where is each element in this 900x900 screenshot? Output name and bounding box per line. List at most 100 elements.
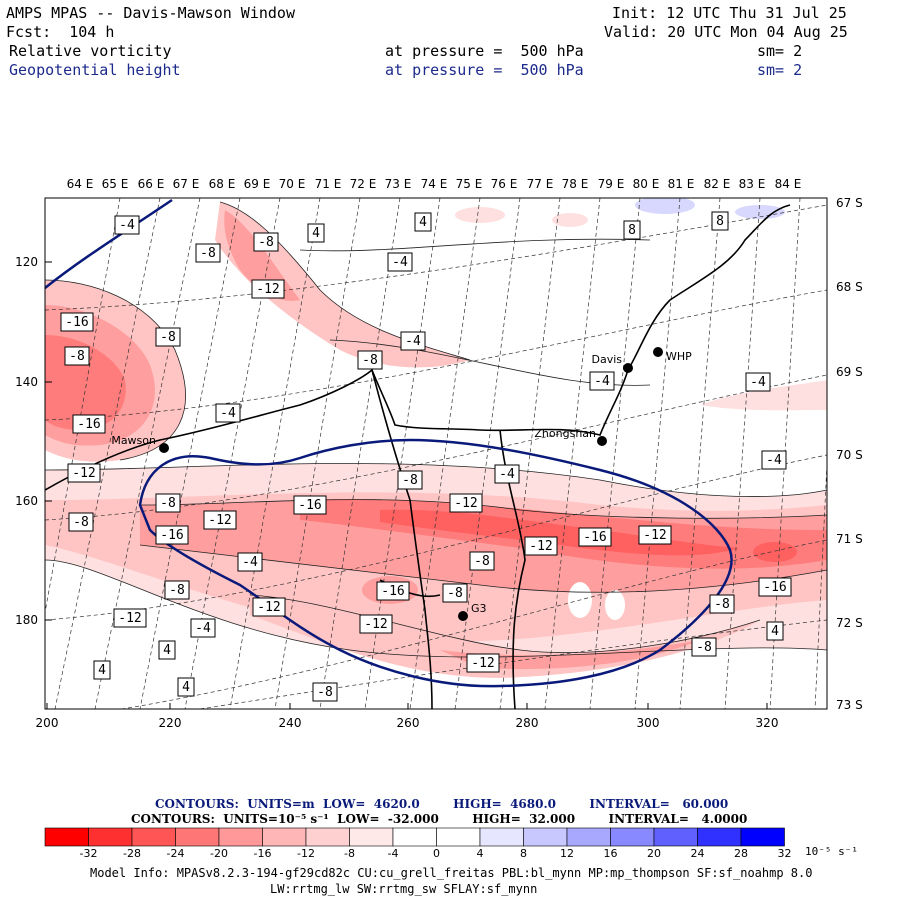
contour-label: -12 [454, 496, 477, 511]
contour-label-box [68, 512, 94, 532]
lon-label: 78 E [562, 177, 589, 191]
contour-label-box [215, 403, 241, 423]
axis-layer: 64 E 65 E 66 E 67 E 68 E 69 E 70 E 71 E 72 E 73 E… [15, 177, 863, 730]
x-axis-label: 320 [756, 716, 779, 730]
station-marker [653, 347, 663, 357]
contour-label-box [155, 493, 181, 513]
lon-label: 72 E [350, 177, 377, 191]
contour-label: 4 [163, 643, 171, 658]
contour-label-box [442, 583, 468, 603]
height-contour-info: CONTOURS: UNITS=m LOW= 4620.0 HIGH= 4680… [155, 797, 729, 811]
contour-label: -8 [362, 353, 378, 368]
station-layer: Mawson Davis WHP Zhongshan G3 [111, 347, 692, 621]
contour-label: -12 [256, 282, 279, 297]
forecast-hour: Fcst: 104 h [6, 23, 115, 41]
station-name: G3 [471, 602, 487, 615]
contour-label-box [357, 350, 383, 370]
lon-label: 66 E [138, 177, 165, 191]
contour-label-box [578, 527, 612, 547]
contour-label: -4 [392, 255, 408, 270]
contour-label: -16 [298, 498, 321, 513]
contour-label: -8 [258, 235, 274, 250]
map-frame [44, 197, 828, 710]
contour-label: 4 [312, 226, 320, 241]
x-axis-label: 200 [36, 716, 59, 730]
contour-label-box [387, 252, 413, 272]
init-time: Init: 12 UTC Thu 31 Jul 25 [612, 4, 847, 22]
x-axis-label: 220 [159, 716, 182, 730]
contour-label: -8 [160, 330, 176, 345]
contour-label: -16 [77, 417, 100, 432]
contour-label-box [114, 215, 140, 235]
contour-label: -4 [750, 375, 766, 390]
field2-name: Geopotential height [9, 61, 181, 79]
contour-label: -4 [119, 218, 135, 233]
height-contours [45, 198, 733, 688]
contour-label: 4 [771, 624, 779, 639]
contour-label-box [252, 597, 286, 617]
lon-label: 69 E [244, 177, 271, 191]
lat-label: 67 S [836, 196, 863, 210]
contour-label: 4 [419, 215, 427, 230]
station-name: Mawson [111, 434, 156, 447]
contour-label-box [376, 581, 410, 601]
contour-label-box [758, 577, 792, 597]
station-name: Davis [591, 353, 622, 366]
contour-label: -16 [381, 584, 404, 599]
contour-label-box [164, 580, 190, 600]
station-marker [597, 436, 607, 446]
field2-level: at pressure = 500 hPa [385, 61, 584, 79]
contour-label-box [711, 211, 729, 231]
contour-label: -16 [763, 580, 786, 595]
contour-label-box [766, 621, 784, 641]
contour-label-box [469, 551, 495, 571]
contour-label-box [397, 470, 423, 490]
contour-label: -12 [208, 513, 231, 528]
lon-label: 80 E [633, 177, 660, 191]
contour-label: -16 [583, 530, 606, 545]
contour-label: -4 [195, 621, 211, 636]
field2-smooth: sm= 2 [757, 61, 803, 79]
contour-label-box [400, 331, 426, 351]
lon-label: 76 E [491, 177, 518, 191]
contour-label-box [307, 223, 325, 243]
contour-label: -8 [200, 246, 216, 261]
contour-label-box [72, 414, 106, 434]
contour-label: -12 [72, 466, 95, 481]
contour-label: -12 [118, 611, 141, 626]
y-axis-label: 160 [15, 494, 38, 508]
contour-label: -8 [69, 349, 85, 364]
lat-label: 69 S [836, 365, 863, 379]
lon-label: 77 E [527, 177, 554, 191]
contour-label-box [60, 312, 94, 332]
station-marker [159, 443, 169, 453]
contour-label: -4 [405, 334, 421, 349]
contour-label-box [623, 220, 641, 240]
x-axis-label: 300 [637, 716, 660, 730]
contour-label-box [494, 464, 520, 484]
contour-label-box [93, 660, 111, 680]
contour-label: -4 [242, 555, 258, 570]
contour-label-box [237, 552, 263, 572]
vorticity-contour-info: CONTOURS: UNITS=10⁻⁵ s⁻¹ LOW= -32.000 HI… [131, 812, 748, 826]
y-axis-label: 180 [15, 613, 38, 627]
contour-label-box [745, 372, 771, 392]
contour-label-box [195, 243, 221, 263]
contour-label: -12 [257, 600, 280, 615]
contour-label: -8 [447, 586, 463, 601]
contour-label-box [449, 493, 483, 513]
colorbar-units: 10⁻⁵ s⁻¹ [805, 845, 858, 858]
contour-label-box [253, 232, 279, 252]
x-axis-label: 240 [279, 716, 302, 730]
contour-label: 4 [182, 680, 190, 695]
lon-label: 82 E [704, 177, 731, 191]
contour-label: -8 [160, 496, 176, 511]
field1-level: at pressure = 500 hPa [385, 42, 584, 60]
field1-name: Relative vorticity [9, 42, 172, 60]
contour-label: 4 [98, 663, 106, 678]
lat-label: 70 S [836, 448, 863, 462]
contour-label: -4 [499, 467, 515, 482]
lon-label: 65 E [102, 177, 129, 191]
contour-label: -8 [696, 640, 712, 655]
